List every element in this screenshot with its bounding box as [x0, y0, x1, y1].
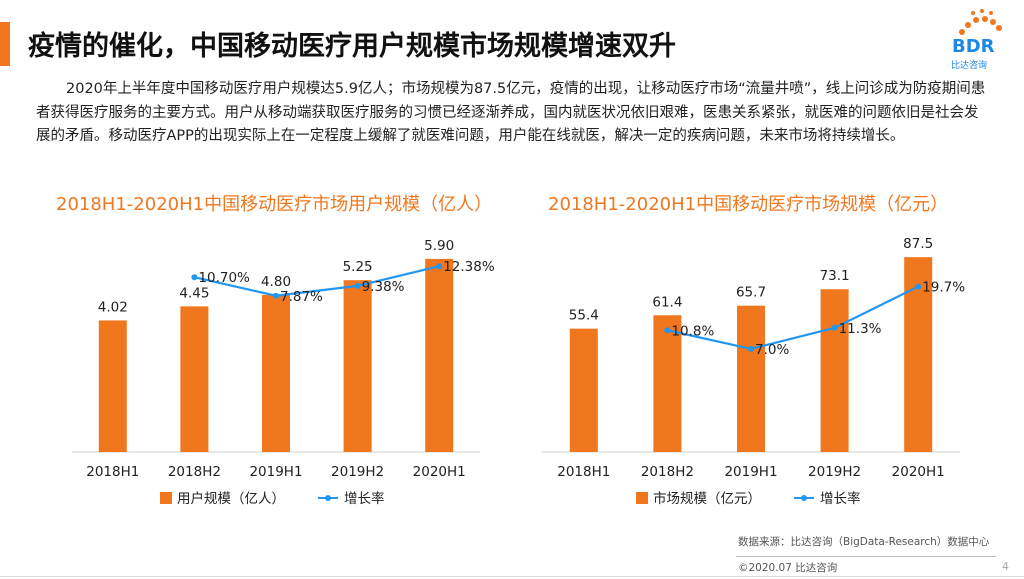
chart1-growth-point: [273, 292, 279, 299]
chart1-bar: [98, 320, 127, 452]
chart2-growth-point: [915, 283, 922, 290]
page-number: 4: [1002, 560, 1009, 573]
chart1-legend-line-marker: [325, 495, 331, 501]
chart2-category-label: 2020H1: [892, 464, 945, 480]
chart2-legend-line-label: 增长率: [820, 490, 861, 507]
chart1-growth-point: [191, 274, 198, 281]
chart2-bar-label: 55.4: [569, 308, 599, 324]
chart1-growth-label: 9.38%: [362, 279, 405, 295]
chart1-growth-point: [354, 282, 361, 289]
chart2-growth-point: [831, 324, 838, 331]
chart1-category-label: 2018H2: [168, 464, 221, 480]
chart2-bar-label: 87.5: [903, 236, 933, 252]
page-title: 疫情的催化，中国移动医疗用户规模市场规模增速双升: [28, 31, 676, 62]
chart1-growth-label: 7.87%: [280, 289, 323, 305]
chart1-category-label: 2018H1: [86, 464, 139, 480]
chart1-bar: [343, 280, 372, 452]
chart1-bar-label: 5.25: [343, 259, 373, 275]
bdr-logo: BDR 比达咨询: [948, 8, 1006, 72]
chart2-growth-label: 10.8%: [671, 323, 714, 339]
chart1-category-label: 2020H1: [413, 464, 466, 480]
logo-dots-icon: [959, 9, 1002, 35]
chart2-bar: [737, 305, 765, 452]
chart1-growth-point: [436, 263, 443, 270]
chart1-legend-bar-label: 用户规模（亿人）: [177, 490, 285, 507]
chart2-bar-label: 61.4: [652, 294, 682, 310]
chart1-bar: [180, 306, 209, 452]
chart2-bar: [653, 315, 682, 452]
chart1-bar: [425, 258, 454, 452]
chart1-bar-label: 5.90: [424, 238, 454, 254]
bottom-frame-line: [0, 576, 1024, 577]
chart2-growth-line: [667, 285, 919, 351]
chart2-legend-bar-label: 市场规模（亿元）: [653, 490, 761, 507]
chart1-legend-line-label: 增长率: [344, 490, 385, 507]
chart2-legend-line-marker: [801, 495, 807, 501]
chart2-category-label: 2019H2: [808, 464, 861, 480]
data-source: 数据来源：比达咨询（BigData-Research）数据中心: [738, 536, 990, 548]
chart2-growth-label: 7.0%: [755, 342, 789, 358]
chart2-category-label: 2019H1: [724, 464, 777, 480]
title-accent-bar: [0, 22, 10, 66]
chart1-category-label: 2019H2: [331, 464, 384, 480]
chart1-bar-label: 4.80: [261, 274, 291, 290]
footer-divider: [736, 556, 996, 557]
chart2-title: 2018H1-2020H1中国移动医疗市场规模（亿元）: [548, 194, 949, 215]
chart1-legend-bar-swatch: [160, 492, 172, 504]
chart2-category-label: 2018H2: [641, 464, 694, 480]
chart2-bar: [569, 328, 598, 452]
chart1-bar: [262, 294, 290, 452]
logo-subtitle: 比达咨询: [951, 61, 988, 71]
chart1-growth-label: 12.38%: [443, 259, 495, 275]
summary-paragraph: 2020年上半年度中国移动医疗用户规模达5.9亿人；市场规模为87.5亿元，疫情…: [36, 81, 986, 144]
chart1-growth-label: 10.70%: [198, 270, 250, 286]
chart2-bar: [904, 257, 933, 452]
chart1-growth-line: [194, 265, 440, 297]
copyright: ©2020.07 比达咨询: [738, 562, 838, 574]
chart2-legend-bar-swatch: [636, 492, 648, 504]
chart2-bar-label: 65.7: [736, 285, 766, 301]
chart2-growth-label: 11.3%: [839, 321, 882, 337]
logo-text: BDR: [952, 36, 995, 57]
chart2-growth-label: 19.7%: [922, 280, 965, 296]
chart2-growth-point: [748, 345, 754, 352]
chart1-title: 2018H1-2020H1中国移动医疗市场用户规模（亿人）: [56, 194, 493, 215]
chart2-bar-label: 73.1: [820, 268, 850, 284]
chart1-bar-label: 4.45: [179, 285, 209, 301]
chart2-bar: [820, 289, 849, 452]
chart2-category-label: 2018H1: [557, 464, 610, 480]
chart1-category-label: 2019H1: [249, 464, 302, 480]
chart2-growth-point: [664, 327, 671, 334]
chart1-bar-label: 4.02: [98, 299, 128, 315]
